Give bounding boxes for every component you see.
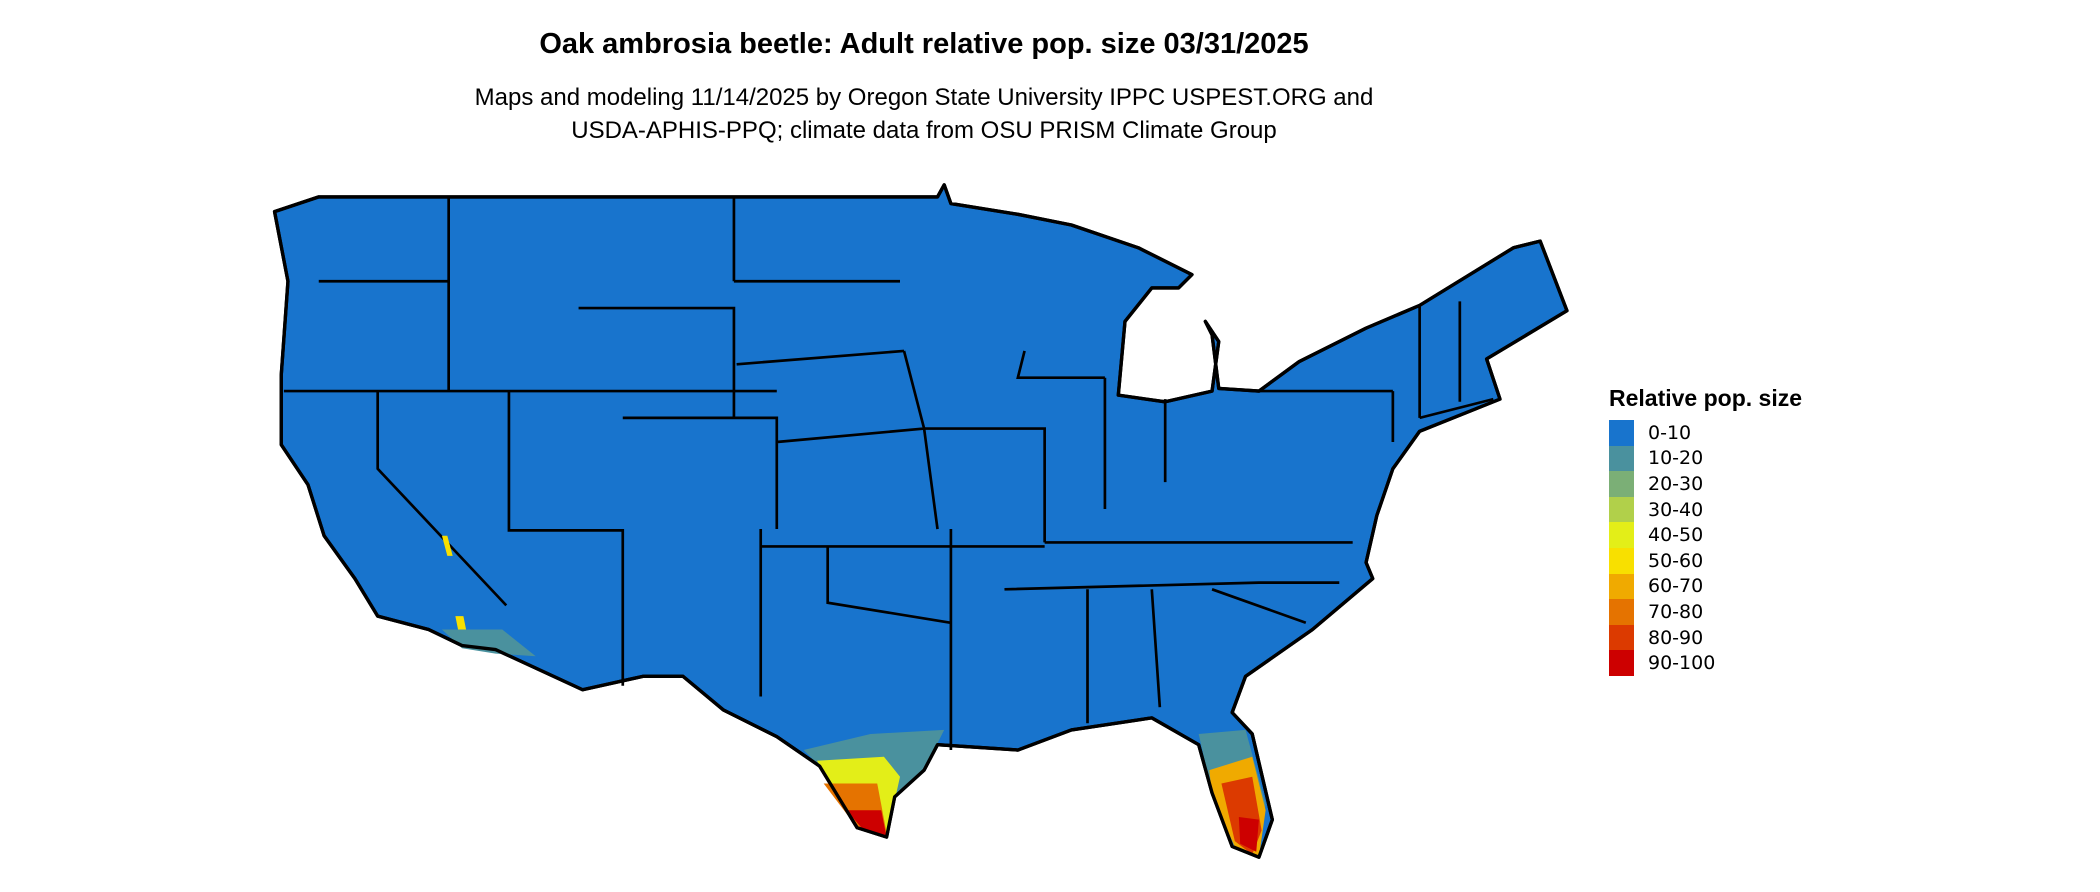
legend-label: 50-60 (1648, 549, 1704, 572)
legend-item: 30-40 (1609, 496, 1802, 523)
legend-label: 80-90 (1648, 626, 1704, 649)
legend-swatch (1609, 573, 1634, 600)
legend-swatch (1609, 445, 1634, 472)
texas-zone-90-100 (846, 810, 887, 838)
socal-zone-50-60 (441, 535, 467, 630)
population-hotspot-southwest (441, 535, 536, 657)
legend-label: 0-10 (1648, 421, 1692, 444)
legend-swatch (1609, 420, 1634, 446)
legend-label: 40-50 (1648, 524, 1704, 547)
map-subtitle-line-1: Maps and modeling 11/14/2025 by Oregon S… (474, 84, 1374, 111)
legend-item: 50-60 (1609, 547, 1802, 574)
population-hotspot-florida (1198, 729, 1266, 858)
legend-label: 20-30 (1648, 472, 1704, 495)
legend-swatch (1609, 624, 1634, 651)
legend-swatch (1609, 650, 1634, 676)
legend-item: 80-90 (1609, 624, 1802, 651)
legend-item: 60-70 (1609, 573, 1802, 600)
legend-swatch (1609, 471, 1634, 497)
legend: Relative pop. size 0-10 10-20 20-30 30-40 40… (1609, 385, 1802, 676)
population-hotspot-texas (803, 729, 945, 838)
legend-swatch (1609, 599, 1634, 625)
legend-item: 90-100 (1609, 650, 1802, 676)
map-subtitle-line-2: USDA-APHIS-PPQ; climate data from OSU PR… (571, 117, 1277, 144)
legend-label: 70-80 (1648, 600, 1704, 623)
socal-zone-10-20 (441, 629, 536, 657)
legend-label: 90-100 (1648, 652, 1716, 675)
legend-title: Relative pop. size (1609, 385, 1803, 411)
legend-swatch (1609, 547, 1634, 574)
florida-zone-90-100 (1238, 816, 1259, 852)
legend-label: 10-20 (1648, 447, 1704, 470)
legend-swatch (1609, 522, 1634, 548)
legend-item: 20-30 (1609, 471, 1802, 497)
state-borders (283, 196, 1494, 751)
legend-label: 30-40 (1648, 498, 1704, 521)
legend-swatch (1609, 496, 1634, 523)
legend-item: 40-50 (1609, 522, 1802, 548)
us-outline-border (272, 183, 1569, 859)
legend-item: 10-20 (1609, 445, 1802, 472)
legend-item: 70-80 (1609, 599, 1802, 625)
legend-label: 60-70 (1648, 575, 1704, 598)
legend-item: 0-10 (1609, 420, 1802, 446)
map-title: Oak ambrosia beetle: Adult relative pop.… (539, 28, 1309, 60)
